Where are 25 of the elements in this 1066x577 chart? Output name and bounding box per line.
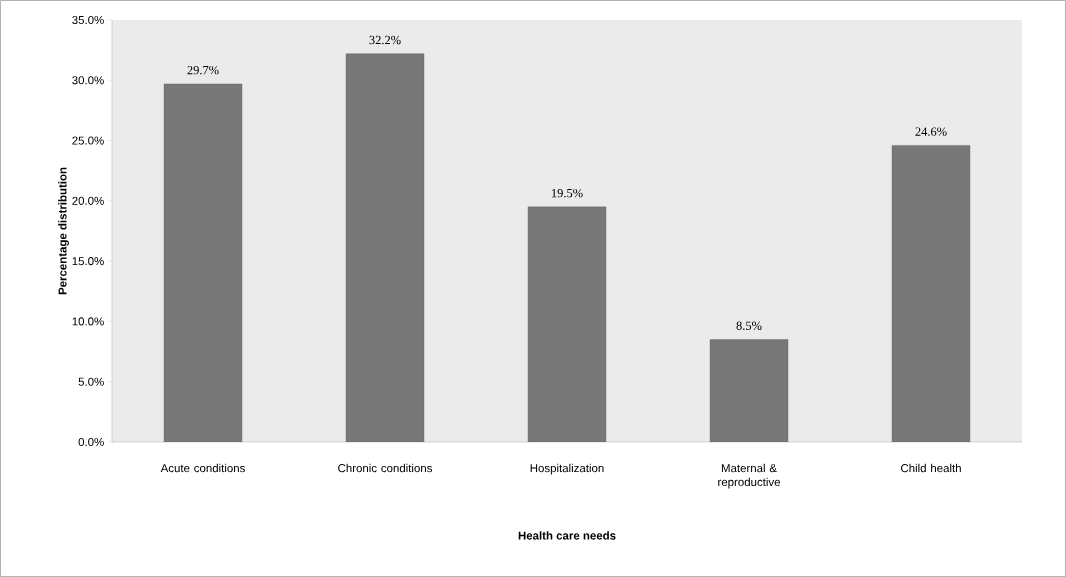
x-tick-label: Child health [901, 463, 961, 473]
x-axis-title: Health care needs [518, 531, 616, 540]
y-tick-label: 30.0% [72, 76, 104, 85]
y-tick-label: 15.0% [72, 257, 104, 266]
bar [709, 339, 789, 442]
y-tick-label: 20.0% [72, 196, 104, 205]
y-tick-label: 35.0% [72, 15, 104, 25]
data-label: 8.5% [736, 321, 762, 330]
data-label: 19.5% [552, 188, 583, 198]
x-tick-label: Hospitalization [530, 463, 604, 475]
bar [891, 145, 971, 442]
x-tick-label: Chronic conditions [338, 463, 433, 473]
data-label: 24.6% [915, 127, 947, 136]
x-tick-label: Maternal & reproductive [718, 463, 781, 489]
y-tick-label: 5.0% [78, 377, 104, 386]
y-axis-title: Percentage distribution [58, 167, 69, 295]
y-tick-label: 0.0% [78, 437, 104, 447]
bar [527, 206, 607, 442]
bar [163, 83, 243, 442]
y-tick-label: 25.0% [72, 136, 104, 145]
data-label: 32.2% [369, 35, 401, 45]
data-label: 29.7% [187, 65, 219, 75]
bar [345, 53, 425, 442]
x-tick-label: Acute conditions [160, 463, 245, 473]
y-tick-label: 10.0% [72, 317, 104, 326]
